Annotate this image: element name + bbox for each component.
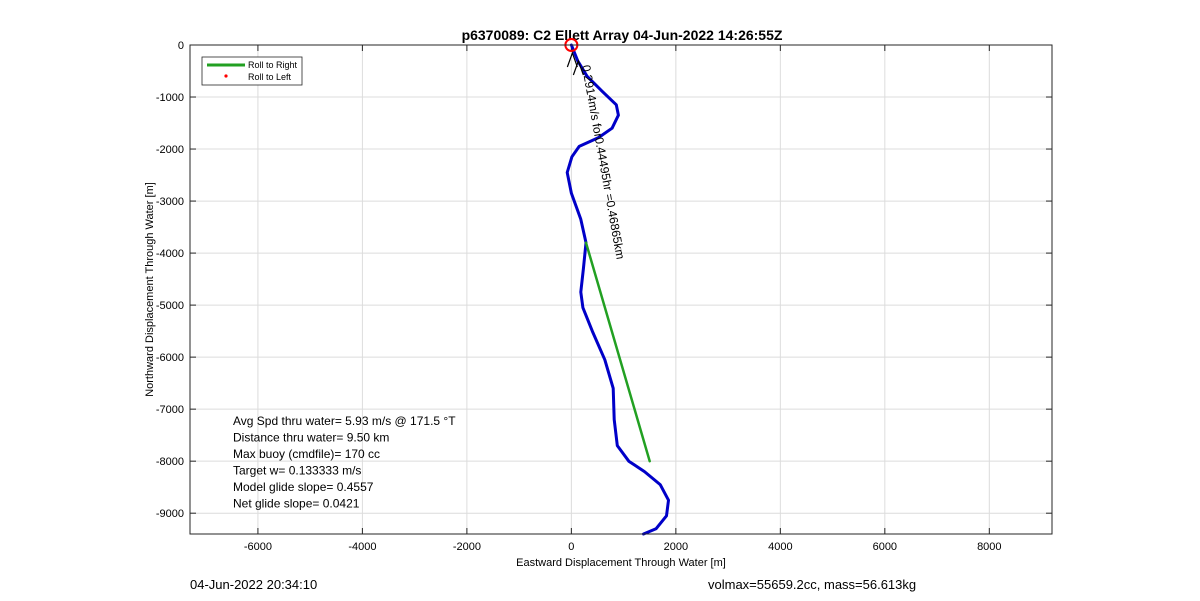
y-tick-label: -8000 (156, 456, 184, 468)
footer-timestamp: 04-Jun-2022 20:34:10 (190, 577, 318, 592)
plot-frame (189, 44, 1053, 535)
y-tick-label: -2000 (156, 144, 184, 156)
stats-line: Distance thru water= 9.50 km (233, 431, 389, 445)
y-tick-label: 0 (178, 40, 184, 52)
grid-lines (190, 44, 1052, 534)
y-tick-label: -7000 (156, 404, 184, 416)
legend-box (201, 56, 303, 86)
legend: Roll to Right Roll to Left (201, 56, 303, 86)
x-tick-label: 8000 (977, 541, 1001, 553)
y-tick-label: -6000 (156, 352, 184, 364)
stats-line: Max buoy (cmdfile)= 170 cc (233, 447, 380, 461)
y-tick-label: -1000 (156, 92, 184, 104)
x-axis-ticks: -6000 -4000 -2000 0 2000 4000 6000 8000 (244, 45, 1002, 553)
x-tick-label: 0 (568, 541, 574, 553)
stats-line: Net glide slope= 0.0421 (233, 497, 360, 511)
legend-label: Roll to Left (248, 72, 292, 82)
legend-label: Roll to Right (248, 60, 298, 70)
y-axis-ticks: 0 -1000 -2000 -3000 -4000 -5000 -6000 -7000 -800… (156, 40, 1052, 520)
series-layer (564, 38, 670, 536)
x-tick-label: 6000 (873, 541, 897, 553)
x-tick-label: -2000 (453, 541, 481, 553)
y-tick-label: -4000 (156, 248, 184, 260)
x-axis-label: Eastward Displacement Through Water [m] (516, 557, 726, 569)
x-tick-label: -4000 (348, 541, 376, 553)
legend-dot-swatch (224, 74, 228, 78)
glider-track-line (565, 43, 670, 536)
stats-line: Model glide slope= 0.4557 (233, 480, 374, 494)
y-tick-label: -9000 (156, 508, 184, 520)
stats-text-block: Avg Spd thru water= 5.93 m/s @ 171.5 °T D… (233, 414, 456, 511)
x-tick-label: 4000 (768, 541, 792, 553)
x-tick-label: 2000 (664, 541, 688, 553)
footer-volmax-mass: volmax=55659.2cc, mass=56.613kg (708, 577, 917, 592)
y-tick-label: -5000 (156, 300, 184, 312)
stats-line: Avg Spd thru water= 5.93 m/s @ 171.5 °T (233, 414, 456, 428)
y-axis-label: Northward Displacement Through Water [m] (144, 182, 156, 397)
chart-title: p6370089: C2 Ellett Array 04-Jun-2022 14… (462, 27, 783, 43)
roll-to-right-line (584, 241, 651, 463)
x-tick-label: -6000 (244, 541, 272, 553)
y-tick-label: -3000 (156, 196, 184, 208)
stats-line: Target w= 0.133333 m/s (233, 464, 361, 478)
heading-arrow-icon (572, 59, 584, 76)
heading-arrow-icon (566, 51, 578, 68)
